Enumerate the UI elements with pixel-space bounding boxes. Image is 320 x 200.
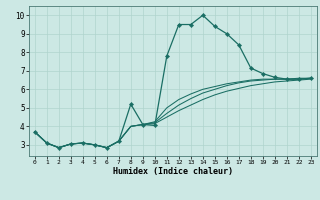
X-axis label: Humidex (Indice chaleur): Humidex (Indice chaleur): [113, 167, 233, 176]
